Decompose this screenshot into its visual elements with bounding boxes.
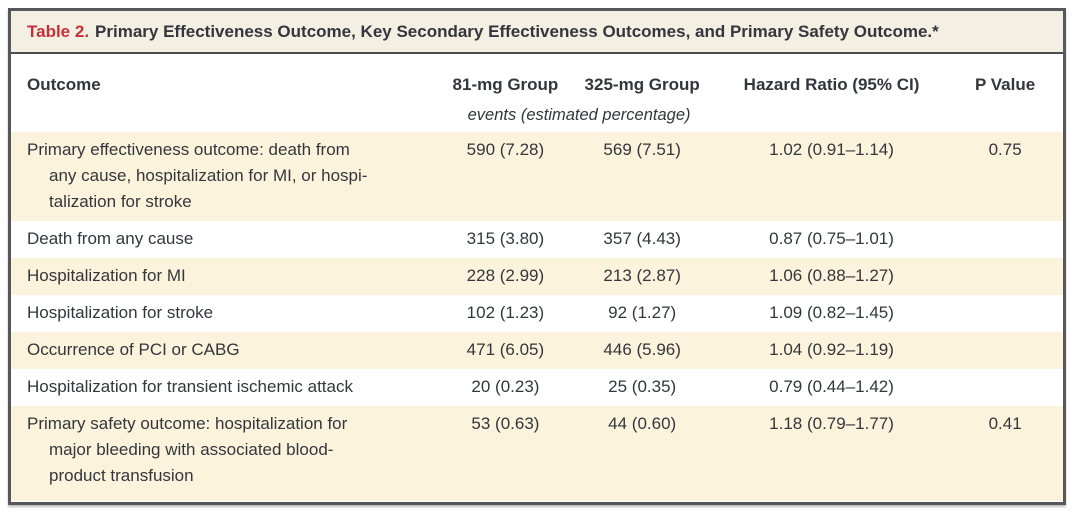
- cell-325mg: 92 (1.27): [608, 303, 677, 322]
- cell-hazard-ratio: 1.04 (0.92–1.19): [769, 340, 894, 359]
- outcome-text: Hospitalization for transient ischemic a…: [27, 377, 353, 396]
- table-row: Hospitalization for MI 228 (2.99) 213 (2…: [11, 258, 1063, 295]
- cell-81mg: 315 (3.80): [466, 229, 545, 248]
- units-spacer: [11, 102, 442, 132]
- table-row: Primary safety outcome: hospitalization …: [11, 406, 1063, 501]
- table-title: Table 2. Primary Effectiveness Outcome, K…: [11, 11, 1063, 54]
- cell-p-value: [947, 295, 1063, 332]
- units-note: events (estimated percentage): [467, 106, 691, 124]
- outcomes-table: Outcome 81-mg Group 325-mg Group Hazard …: [11, 54, 1063, 501]
- cell-81mg: 20 (0.23): [471, 377, 540, 396]
- cell-p-value: [947, 258, 1063, 295]
- cell-hazard-ratio: 0.79 (0.44–1.42): [769, 377, 894, 396]
- cell-hazard-ratio: 1.09 (0.82–1.45): [769, 303, 894, 322]
- outcome-text: Death from any cause: [27, 229, 194, 248]
- cell-325mg: 446 (5.96): [603, 340, 681, 359]
- cell-81mg: 471 (6.05): [466, 340, 545, 359]
- outcome-text: Primary effectiveness outcome: death fro…: [27, 140, 368, 211]
- cell-outcome: Death from any cause: [11, 221, 442, 258]
- cell-325mg: 44 (0.60): [608, 414, 677, 433]
- cell-p-value: 0.75: [988, 140, 1022, 159]
- cell-hazard-ratio: 1.02 (0.91–1.14): [769, 140, 894, 159]
- cell-outcome: Hospitalization for MI: [11, 258, 442, 295]
- column-header-hazard-ratio: Hazard Ratio (95% CI): [743, 75, 920, 94]
- table-2-panel: Table 2. Primary Effectiveness Outcome, K…: [8, 8, 1066, 505]
- outcome-text: Hospitalization for stroke: [27, 303, 214, 322]
- cell-hazard-ratio: 1.18 (0.79–1.77): [769, 414, 894, 433]
- outcome-text: Occurrence of PCI or CABG: [27, 340, 240, 359]
- outcome-text: Primary safety outcome: hospitalization …: [27, 414, 348, 485]
- cell-81mg: 53 (0.63): [471, 414, 540, 433]
- cell-325mg: 357 (4.43): [603, 229, 681, 248]
- cell-325mg: 25 (0.35): [608, 377, 677, 396]
- column-header-p-value: P Value: [975, 75, 1036, 94]
- cell-p-value: [947, 332, 1063, 369]
- table-row: Occurrence of PCI or CABG 471 (6.05) 446…: [11, 332, 1063, 369]
- table-body: Primary effectiveness outcome: death fro…: [11, 132, 1063, 501]
- cell-outcome: Hospitalization for transient ischemic a…: [11, 369, 442, 406]
- table-row: Primary effectiveness outcome: death fro…: [11, 132, 1063, 221]
- cell-hazard-ratio: 0.87 (0.75–1.01): [769, 229, 894, 248]
- units-spacer: [947, 102, 1063, 132]
- column-header-81mg: 81-mg Group: [452, 75, 559, 94]
- cell-outcome: Primary safety outcome: hospitalization …: [11, 406, 442, 501]
- cell-outcome: Hospitalization for stroke: [11, 295, 442, 332]
- table-number-label: Table 2.: [27, 22, 90, 41]
- cell-81mg: 102 (1.23): [466, 303, 545, 322]
- cell-325mg: 569 (7.51): [603, 140, 681, 159]
- cell-hazard-ratio: 1.06 (0.88–1.27): [769, 266, 894, 285]
- cell-p-value: 0.41: [988, 414, 1022, 433]
- column-header-outcome: Outcome: [27, 75, 101, 94]
- cell-p-value: [947, 369, 1063, 406]
- table-header: Outcome 81-mg Group 325-mg Group Hazard …: [11, 54, 1063, 132]
- table-row: Death from any cause 315 (3.80) 357 (4.4…: [11, 221, 1063, 258]
- outcome-text: Hospitalization for MI: [27, 266, 186, 285]
- units-row: events (estimated percentage): [11, 102, 1063, 132]
- cell-325mg: 213 (2.87): [603, 266, 681, 285]
- cell-outcome: Occurrence of PCI or CABG: [11, 332, 442, 369]
- cell-outcome: Primary effectiveness outcome: death fro…: [11, 132, 442, 221]
- column-header-325mg: 325-mg Group: [584, 75, 700, 94]
- cell-81mg: 228 (2.99): [466, 266, 545, 285]
- cell-81mg: 590 (7.28): [466, 140, 545, 159]
- table-row: Hospitalization for stroke 102 (1.23) 92…: [11, 295, 1063, 332]
- cell-p-value: [947, 221, 1063, 258]
- header-row: Outcome 81-mg Group 325-mg Group Hazard …: [11, 54, 1063, 102]
- table-row: Hospitalization for transient ischemic a…: [11, 369, 1063, 406]
- units-spacer: [716, 102, 947, 132]
- table-title-text: Primary Effectiveness Outcome, Key Secon…: [95, 22, 939, 41]
